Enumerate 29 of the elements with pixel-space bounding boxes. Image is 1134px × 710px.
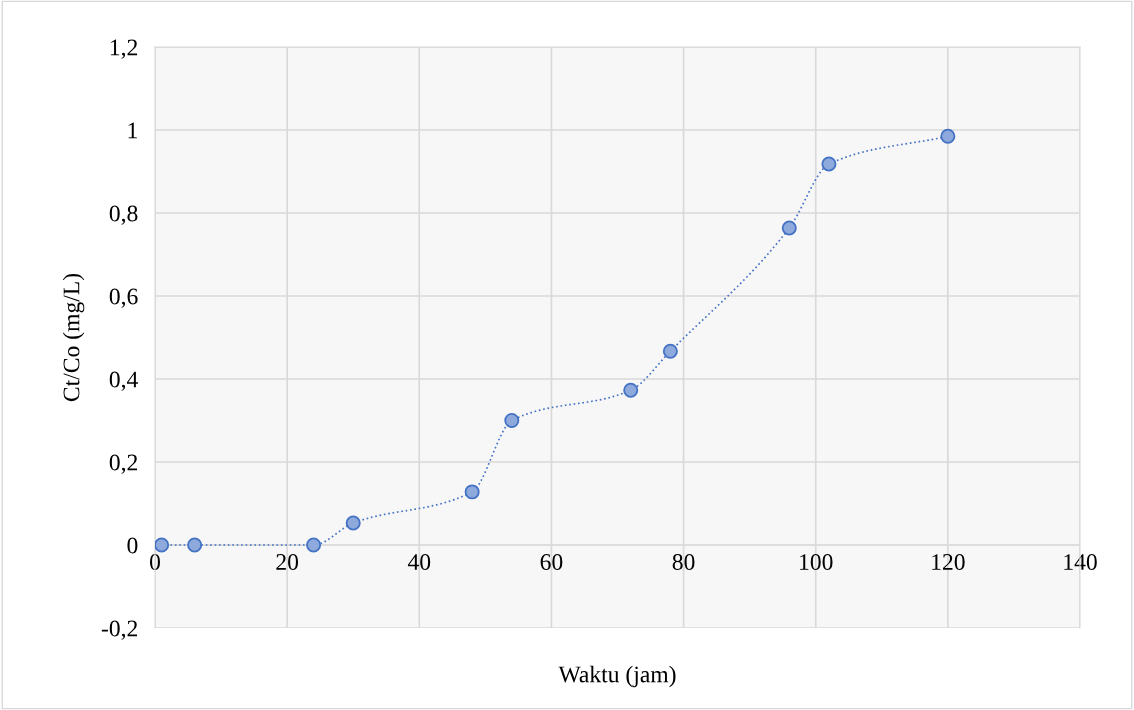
y-tick-label: 0,8 [109, 205, 138, 225]
y-axis-title: Ct/Co (mg/L) [62, 273, 85, 402]
x-tick-label: 100 [800, 554, 833, 570]
x-tick-label: 0 [150, 554, 160, 570]
point [345, 515, 361, 531]
x-tick-label: 20 [276, 554, 299, 570]
y-tick-label: 0,2 [109, 454, 138, 474]
y-tick-label: 0,4 [109, 371, 138, 391]
x-axis-title: Waktu (jam) [558, 665, 676, 688]
point [464, 484, 480, 500]
y-tick-label: 1,2 [110, 39, 138, 59]
y-tick-label: 0,6 [109, 288, 138, 308]
x-tick-label: 140 [1064, 554, 1097, 570]
point [662, 343, 678, 359]
point [504, 413, 520, 428]
point [623, 382, 639, 398]
y-tick-label: 1 [128, 122, 137, 139]
point [187, 537, 203, 553]
point [155, 537, 170, 553]
y-tick-label: -0,2 [101, 620, 138, 640]
point [306, 537, 322, 553]
x-tick-label: 120 [932, 554, 965, 570]
y-tick-label: 0 [127, 537, 138, 554]
point [821, 156, 837, 172]
point [940, 128, 956, 144]
point [781, 220, 797, 236]
x-tick-label: 80 [672, 554, 695, 570]
x-tick-label: 40 [407, 554, 431, 570]
x-tick-label: 60 [540, 554, 563, 570]
